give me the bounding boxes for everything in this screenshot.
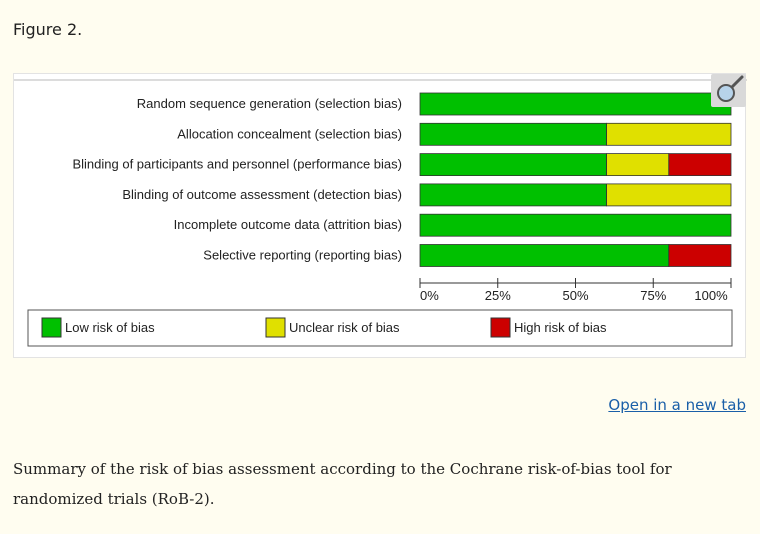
bar-segment-unclear-risk-of-bias — [606, 183, 732, 207]
category-label: Blinding of participants and personnel (… — [72, 157, 402, 172]
bar-segment-high-risk-of-bias — [668, 244, 732, 267]
category-label: Incomplete outcome data (attrition bias) — [174, 217, 402, 232]
category-label: Random sequence generation (selection bi… — [137, 96, 402, 111]
x-tick-label: 75% — [640, 288, 666, 303]
magnifier-icon — [717, 75, 744, 102]
bar-segment-low-risk-of-bias — [419, 183, 608, 207]
x-tick-label: 25% — [485, 288, 511, 303]
category-label: Allocation concealment (selection bias) — [177, 126, 402, 141]
figure-label: Figure 2. — [13, 20, 83, 39]
legend-box — [27, 309, 733, 347]
legend-swatch-unclear-risk-of-bias — [265, 317, 286, 338]
bar-segment-low-risk-of-bias — [419, 244, 670, 267]
legend-label: Unclear risk of bias — [289, 320, 400, 335]
legend-label: High risk of bias — [514, 320, 607, 335]
figure-caption: Summary of the risk of bias assessment a… — [13, 460, 672, 508]
open-in-new-tab-link[interactable]: Open in a new tab — [608, 396, 746, 414]
bar-segment-unclear-risk-of-bias — [606, 153, 670, 176]
bar-segment-low-risk-of-bias — [419, 213, 732, 237]
bar-segment-low-risk-of-bias — [419, 153, 608, 176]
bar-segment-unclear-risk-of-bias — [606, 122, 732, 146]
zoom-button[interactable] — [711, 74, 746, 107]
legend-swatch-low-risk-of-bias — [41, 317, 62, 338]
risk-of-bias-chart: Random sequence generation (selection bi… — [14, 79, 747, 347]
bar-segment-low-risk-of-bias — [419, 122, 608, 146]
category-label: Blinding of outcome assessment (detectio… — [122, 187, 402, 202]
x-tick-label: 100% — [694, 288, 728, 303]
x-tick-label: 0% — [420, 288, 439, 303]
bar-segment-low-risk-of-bias — [419, 92, 732, 116]
figure-image[interactable]: Random sequence generation (selection bi… — [13, 73, 747, 358]
category-label: Selective reporting (reporting bias) — [203, 248, 402, 263]
bar-segment-high-risk-of-bias — [668, 153, 732, 176]
legend-label: Low risk of bias — [65, 320, 155, 335]
x-tick-label: 50% — [562, 288, 588, 303]
legend-swatch-high-risk-of-bias — [490, 317, 511, 338]
